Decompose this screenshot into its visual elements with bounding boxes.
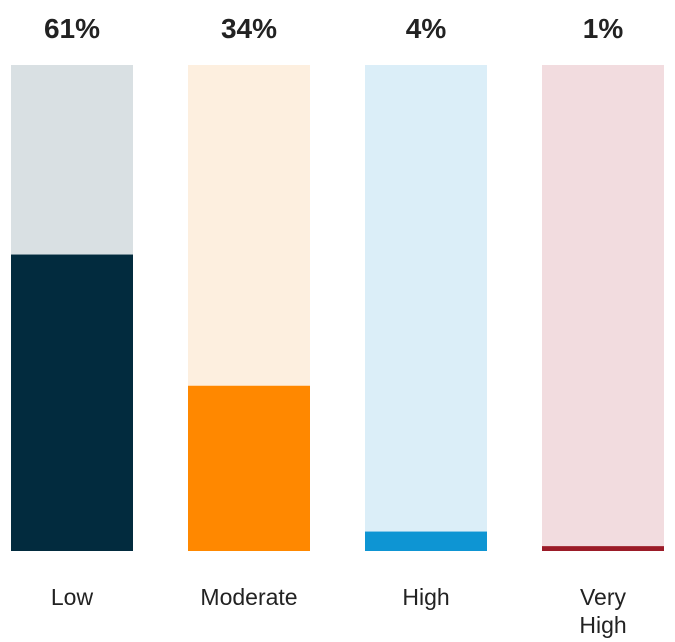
bar-low xyxy=(11,254,133,552)
category-label-moderate: Moderate xyxy=(200,584,297,610)
category-label-high: High xyxy=(402,584,449,610)
bar-high xyxy=(365,531,487,551)
category-label-line: High xyxy=(579,612,626,638)
category-label-line: High xyxy=(402,584,449,610)
bar-track-high xyxy=(365,65,487,551)
value-label-very-high: 1% xyxy=(583,13,624,44)
value-labels: 61% 34% 4% 1% xyxy=(44,13,623,44)
value-label-high: 4% xyxy=(406,13,447,44)
value-label-moderate: 34% xyxy=(221,13,277,44)
category-label-line: Very xyxy=(580,584,627,610)
bar-moderate xyxy=(188,385,310,551)
bar-tracks xyxy=(11,65,664,551)
category-labels: Low Moderate High Very High xyxy=(51,584,627,638)
value-label-low: 61% xyxy=(44,13,100,44)
bars xyxy=(11,254,664,552)
bar-very-high xyxy=(542,546,664,551)
category-label-line: Moderate xyxy=(200,584,297,610)
category-label-line: Low xyxy=(51,584,94,610)
category-label-low: Low xyxy=(51,584,94,610)
bar-track-very-high xyxy=(542,65,664,551)
category-label-very-high: Very High xyxy=(579,584,626,638)
